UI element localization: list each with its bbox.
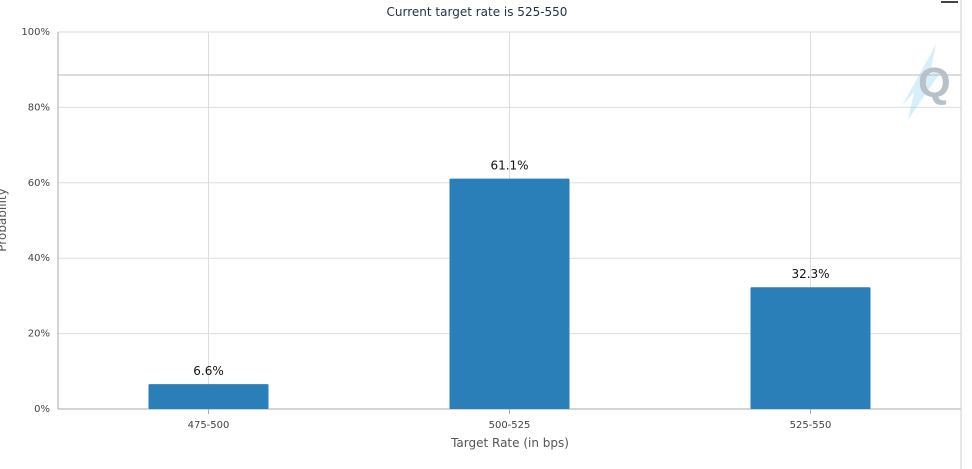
y-tick-label: 80% [28,102,50,113]
labels-layer: 0% 20% 40% 60% 80% 100% 475-500 6.6% 500-525 61.1… [21,27,831,431]
y-tick-label: 20% [28,329,50,340]
x-tick-label: 475-500 [188,420,230,431]
watermark-logo: Q [902,44,951,120]
data-label: 32.3% [791,267,829,281]
bar-525-550[interactable] [750,287,871,409]
y-tick-label: 60% [28,178,50,189]
x-tick-label: 500-525 [489,420,531,431]
chart-title: Current target rate is 525-550 [387,5,568,19]
data-label: 6.6% [193,364,224,378]
watermark-letter: Q [918,59,951,106]
x-tick-label: 525-550 [790,420,832,431]
y-tick-label: 40% [28,253,50,264]
y-axis-title: Probability [0,188,9,251]
data-label: 61.1% [490,159,528,173]
chart-menu-icon[interactable] [941,0,958,3]
bars-layer [148,178,871,409]
y-tick-label: 100% [21,27,50,38]
x-axis-title: Target Rate (in bps) [450,436,569,450]
y-tick-label: 0% [34,404,50,415]
bar-475-500[interactable] [148,384,269,409]
bar-500-525[interactable] [449,178,570,409]
